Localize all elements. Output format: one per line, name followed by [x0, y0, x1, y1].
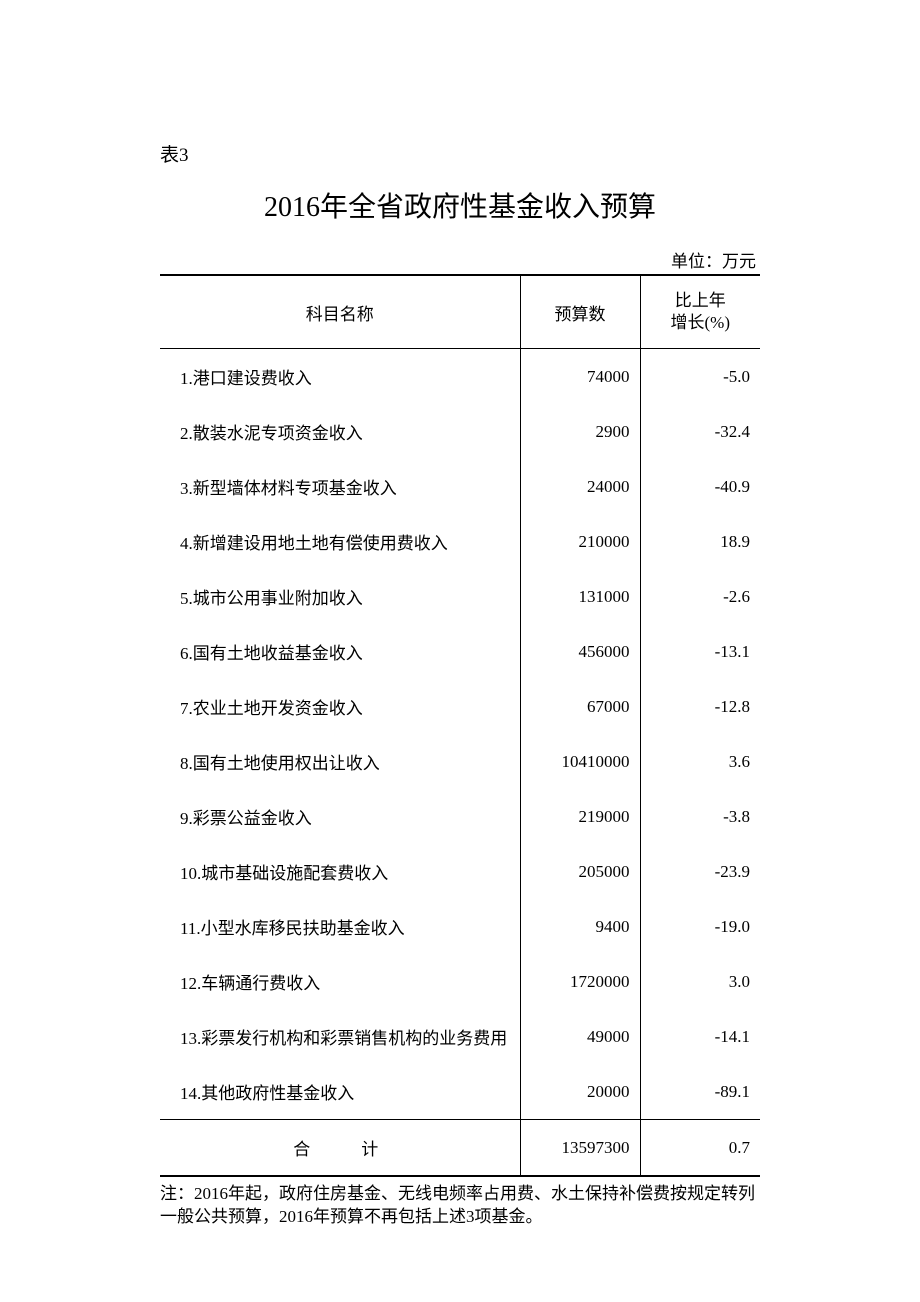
cell-name: 12.车辆通行费收入 — [160, 954, 520, 1009]
cell-budget: 2900 — [520, 404, 640, 459]
cell-budget: 219000 — [520, 789, 640, 844]
table-row: 9.彩票公益金收入219000-3.8 — [160, 789, 760, 844]
table-row: 3.新型墙体材料专项基金收入24000-40.9 — [160, 459, 760, 514]
cell-name: 14.其他政府性基金收入 — [160, 1064, 520, 1120]
cell-growth: 18.9 — [640, 514, 760, 569]
cell-growth: -23.9 — [640, 844, 760, 899]
total-growth: 0.7 — [640, 1120, 760, 1177]
table-header-row: 科目名称 预算数 比上年 增长(%) — [160, 275, 760, 349]
cell-budget: 205000 — [520, 844, 640, 899]
cell-growth: -5.0 — [640, 349, 760, 405]
cell-name: 5.城市公用事业附加收入 — [160, 569, 520, 624]
cell-name: 3.新型墙体材料专项基金收入 — [160, 459, 520, 514]
table-row: 13.彩票发行机构和彩票销售机构的业务费用49000-14.1 — [160, 1009, 760, 1064]
cell-growth: -3.8 — [640, 789, 760, 844]
cell-budget: 9400 — [520, 899, 640, 954]
cell-budget: 131000 — [520, 569, 640, 624]
table-row: 7.农业土地开发资金收入67000-12.8 — [160, 679, 760, 734]
cell-growth: -32.4 — [640, 404, 760, 459]
cell-budget: 20000 — [520, 1064, 640, 1120]
total-budget: 13597300 — [520, 1120, 640, 1177]
cell-growth: -19.0 — [640, 899, 760, 954]
footnote: 注：2016年起，政府住房基金、无线电频率占用费、水土保持补偿费按规定转列一般公… — [160, 1183, 760, 1229]
col-header-budget: 预算数 — [520, 275, 640, 349]
cell-name: 13.彩票发行机构和彩票销售机构的业务费用 — [160, 1009, 520, 1064]
table-row: 10.城市基础设施配套费收入205000-23.9 — [160, 844, 760, 899]
cell-growth: -89.1 — [640, 1064, 760, 1120]
cell-budget: 74000 — [520, 349, 640, 405]
cell-name: 10.城市基础设施配套费收入 — [160, 844, 520, 899]
cell-budget: 24000 — [520, 459, 640, 514]
table-row: 8.国有土地使用权出让收入104100003.6 — [160, 734, 760, 789]
cell-growth: -13.1 — [640, 624, 760, 679]
page-title: 2016年全省政府性基金收入预算 — [160, 185, 760, 225]
cell-name: 4.新增建设用地土地有偿使用费收入 — [160, 514, 520, 569]
cell-growth: 3.0 — [640, 954, 760, 1009]
unit-label: 单位：万元 — [160, 247, 760, 272]
col-header-name: 科目名称 — [160, 275, 520, 349]
table-row: 12.车辆通行费收入17200003.0 — [160, 954, 760, 1009]
cell-budget: 67000 — [520, 679, 640, 734]
cell-budget: 1720000 — [520, 954, 640, 1009]
cell-name: 7.农业土地开发资金收入 — [160, 679, 520, 734]
cell-growth: 3.6 — [640, 734, 760, 789]
cell-budget: 49000 — [520, 1009, 640, 1064]
cell-name: 8.国有土地使用权出让收入 — [160, 734, 520, 789]
table-row: 1.港口建设费收入74000-5.0 — [160, 349, 760, 405]
cell-name: 2.散装水泥专项资金收入 — [160, 404, 520, 459]
cell-growth: -12.8 — [640, 679, 760, 734]
cell-name: 11.小型水库移民扶助基金收入 — [160, 899, 520, 954]
cell-name: 1.港口建设费收入 — [160, 349, 520, 405]
table-row: 2.散装水泥专项资金收入2900-32.4 — [160, 404, 760, 459]
table-row: 5.城市公用事业附加收入131000-2.6 — [160, 569, 760, 624]
cell-growth: -40.9 — [640, 459, 760, 514]
cell-budget: 456000 — [520, 624, 640, 679]
cell-budget: 10410000 — [520, 734, 640, 789]
table-row: 4.新增建设用地土地有偿使用费收入21000018.9 — [160, 514, 760, 569]
budget-table: 科目名称 预算数 比上年 增长(%) 1.港口建设费收入74000-5.02.散… — [160, 274, 760, 1177]
total-row: 合计135973000.7 — [160, 1120, 760, 1177]
cell-growth: -2.6 — [640, 569, 760, 624]
cell-name: 6.国有土地收益基金收入 — [160, 624, 520, 679]
table-label: 表3 — [160, 140, 760, 167]
col-header-growth: 比上年 增长(%) — [640, 275, 760, 349]
table-row: 11.小型水库移民扶助基金收入9400-19.0 — [160, 899, 760, 954]
cell-growth: -14.1 — [640, 1009, 760, 1064]
cell-name: 9.彩票公益金收入 — [160, 789, 520, 844]
total-name: 合计 — [160, 1120, 520, 1177]
table-row: 14.其他政府性基金收入20000-89.1 — [160, 1064, 760, 1120]
table-row: 6.国有土地收益基金收入456000-13.1 — [160, 624, 760, 679]
cell-budget: 210000 — [520, 514, 640, 569]
